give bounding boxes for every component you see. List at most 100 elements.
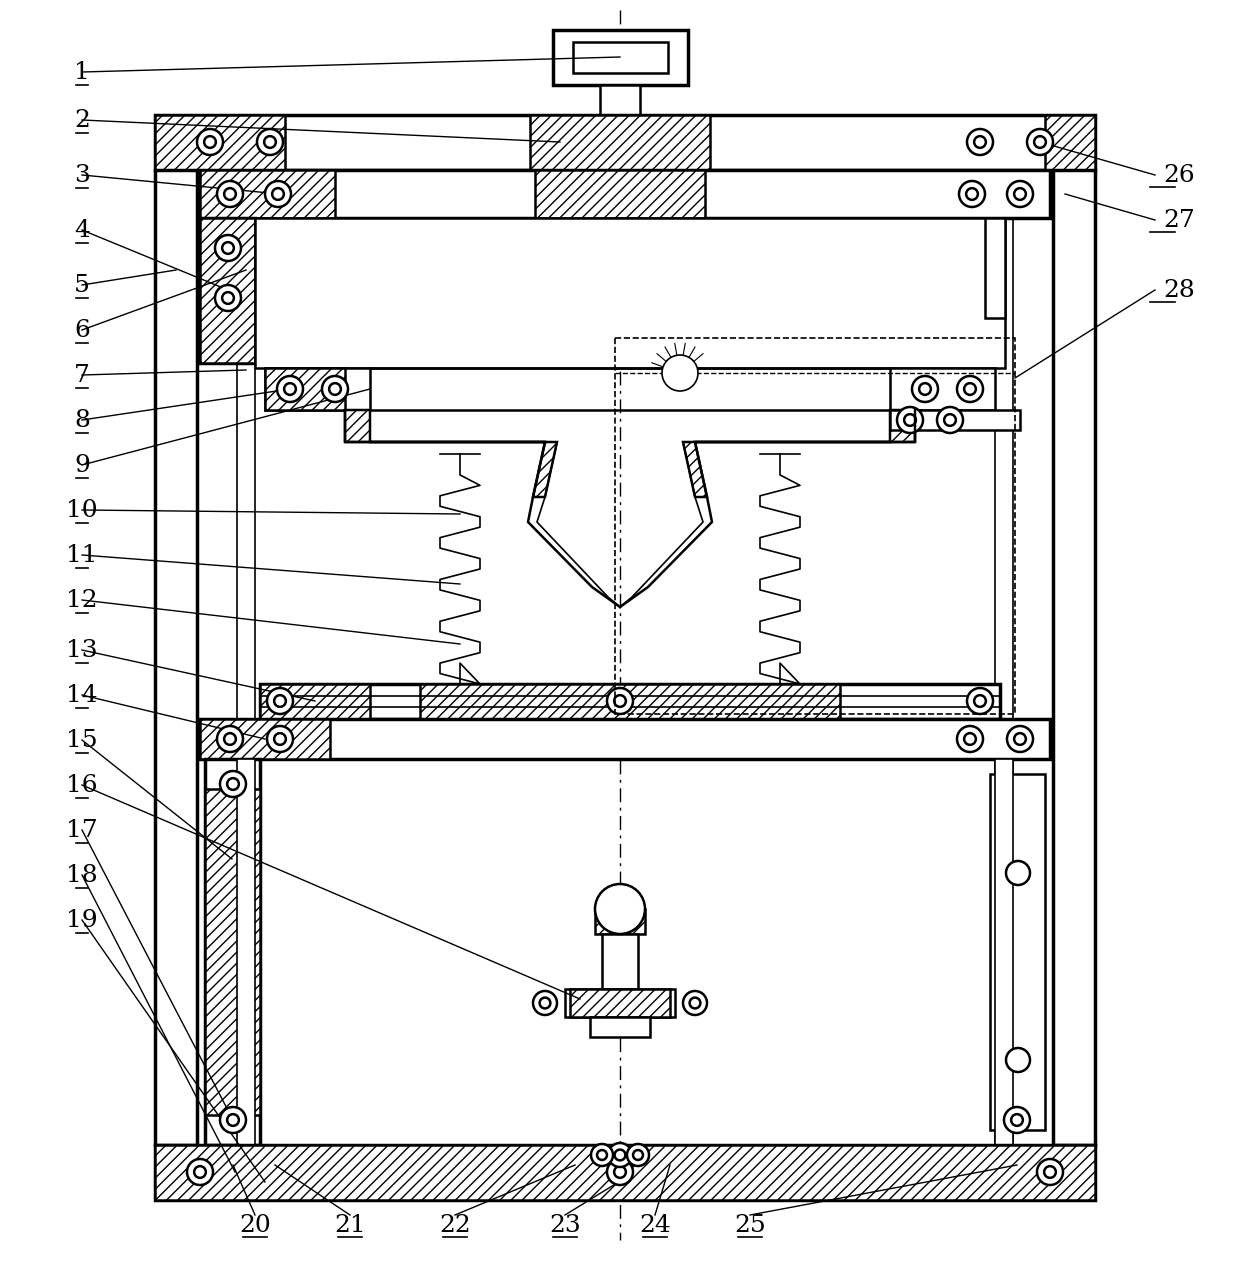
Text: 27: 27 (1163, 208, 1195, 231)
Polygon shape (345, 410, 557, 497)
Bar (601, 934, 639, 989)
Circle shape (683, 991, 707, 1015)
Circle shape (975, 136, 986, 148)
Circle shape (608, 688, 632, 714)
Text: 24: 24 (639, 1213, 671, 1236)
Circle shape (608, 1159, 632, 1185)
Circle shape (1006, 1048, 1030, 1072)
Circle shape (224, 733, 236, 745)
Circle shape (217, 181, 243, 207)
Bar (200, 720, 1050, 759)
Circle shape (911, 376, 937, 402)
Text: 22: 22 (439, 1213, 471, 1236)
Circle shape (219, 772, 246, 797)
Bar (200, 170, 335, 218)
Text: 23: 23 (549, 1213, 580, 1236)
Text: 2: 2 (74, 109, 91, 132)
Circle shape (533, 991, 557, 1015)
Circle shape (944, 414, 956, 426)
Text: 28: 28 (1163, 278, 1195, 302)
Bar (200, 218, 255, 363)
Circle shape (1011, 1114, 1023, 1126)
Bar (200, 720, 330, 759)
Text: 6: 6 (74, 319, 91, 341)
Circle shape (1007, 181, 1033, 207)
Circle shape (595, 884, 645, 934)
Circle shape (596, 1150, 606, 1160)
Bar (890, 410, 1021, 430)
Text: 15: 15 (66, 728, 98, 751)
Bar (994, 759, 1013, 1145)
Circle shape (539, 997, 551, 1009)
Bar (265, 368, 370, 410)
Text: 13: 13 (66, 638, 98, 661)
Circle shape (957, 376, 983, 402)
Bar (237, 759, 255, 1145)
Bar (600, 85, 640, 121)
Bar (529, 115, 711, 170)
Circle shape (1006, 860, 1030, 884)
Text: 21: 21 (335, 1213, 366, 1236)
Text: 11: 11 (66, 543, 98, 566)
Text: 9: 9 (74, 453, 91, 476)
Circle shape (227, 778, 239, 789)
Circle shape (265, 181, 291, 207)
Text: 3: 3 (74, 164, 91, 187)
Bar (200, 170, 1050, 218)
Circle shape (937, 407, 963, 433)
Circle shape (689, 997, 701, 1009)
Circle shape (284, 383, 296, 395)
Circle shape (615, 1150, 625, 1160)
Circle shape (627, 1143, 649, 1166)
Circle shape (608, 1143, 632, 1167)
Bar (205, 789, 260, 1115)
Text: 16: 16 (66, 774, 98, 797)
Circle shape (919, 383, 931, 395)
Circle shape (277, 376, 303, 402)
Circle shape (1007, 726, 1033, 753)
Circle shape (634, 1150, 644, 1160)
Circle shape (274, 733, 286, 745)
Bar (590, 1016, 650, 1037)
Text: 25: 25 (734, 1213, 766, 1236)
Bar (595, 909, 645, 934)
Text: 19: 19 (66, 909, 98, 931)
Bar (205, 759, 260, 1145)
Text: 17: 17 (66, 819, 98, 841)
Circle shape (187, 1159, 213, 1185)
Circle shape (614, 695, 626, 707)
Text: 1: 1 (74, 61, 89, 84)
Circle shape (1037, 1159, 1063, 1185)
Circle shape (217, 726, 243, 753)
Circle shape (897, 407, 923, 433)
Circle shape (257, 129, 283, 155)
Circle shape (329, 383, 341, 395)
Text: 4: 4 (74, 218, 91, 241)
Circle shape (1027, 129, 1053, 155)
Bar (990, 774, 1045, 1129)
Circle shape (1014, 733, 1025, 745)
Bar (260, 684, 999, 720)
Bar (200, 218, 255, 363)
Bar (155, 170, 197, 1145)
Bar (1053, 170, 1095, 1145)
Bar (985, 218, 1004, 319)
Circle shape (967, 688, 993, 714)
Bar (573, 42, 668, 74)
Circle shape (965, 733, 976, 745)
Text: 14: 14 (66, 684, 98, 707)
Text: 8: 8 (74, 409, 91, 431)
Circle shape (1034, 136, 1045, 148)
Circle shape (965, 383, 976, 395)
Circle shape (267, 726, 293, 753)
Circle shape (267, 688, 293, 714)
Circle shape (1004, 1107, 1030, 1133)
Text: 20: 20 (239, 1213, 270, 1236)
Circle shape (219, 1107, 246, 1133)
Circle shape (215, 235, 241, 261)
Circle shape (975, 695, 986, 707)
Circle shape (967, 129, 993, 155)
Bar (237, 170, 255, 1145)
Polygon shape (495, 247, 539, 303)
Circle shape (274, 695, 286, 707)
